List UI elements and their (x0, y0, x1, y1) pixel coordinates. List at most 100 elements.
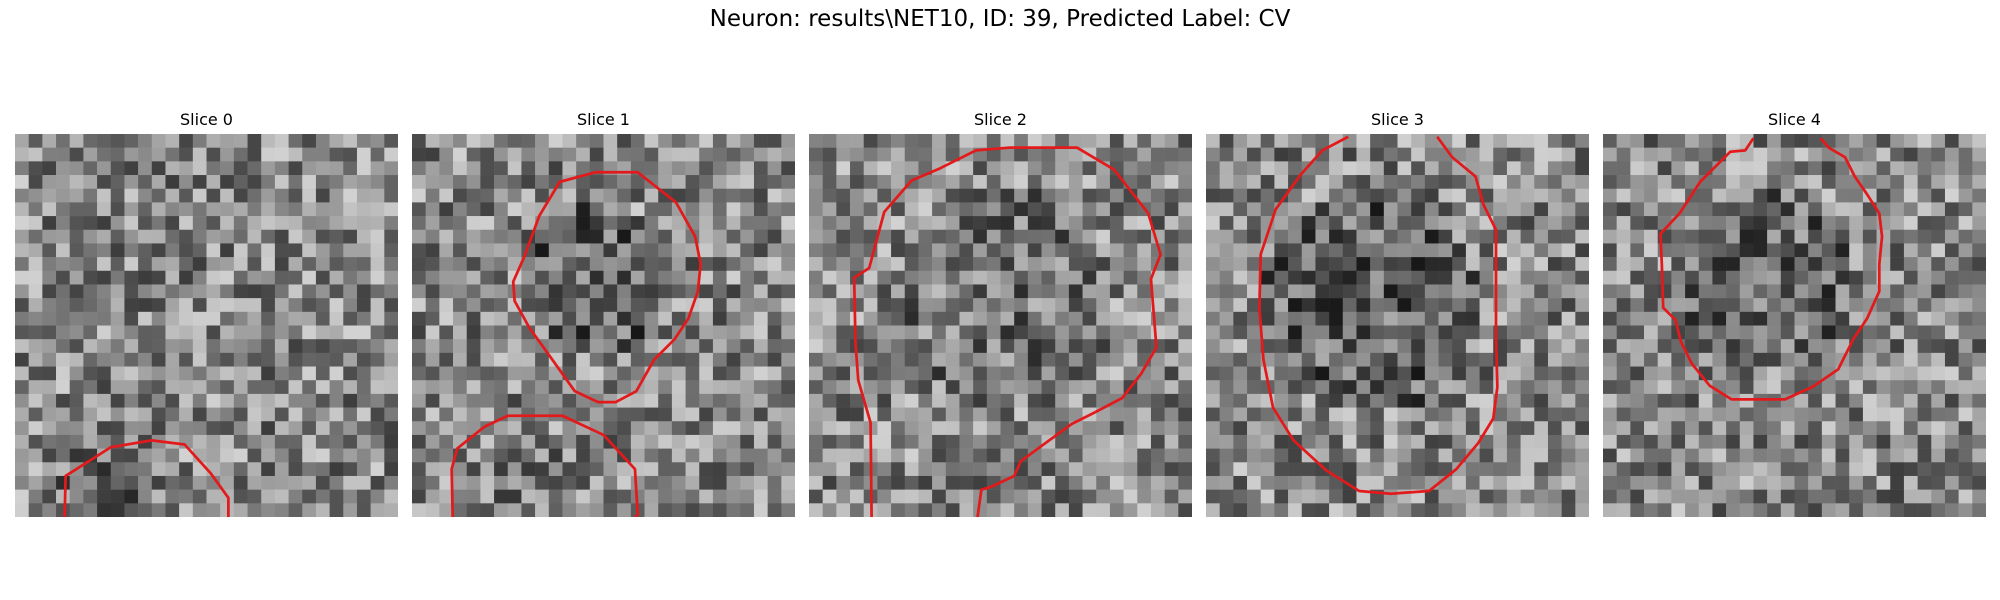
pixel (439, 475, 454, 490)
pixel (28, 175, 43, 189)
pixel (1233, 352, 1248, 367)
pixel (165, 407, 180, 422)
pixel (138, 325, 153, 340)
pixel (644, 325, 659, 340)
pixel (1452, 270, 1467, 285)
pixel (302, 421, 317, 436)
pixel (1712, 270, 1727, 285)
pixel (1137, 503, 1152, 517)
pixel (1342, 366, 1357, 381)
pixel (1767, 448, 1782, 463)
pixel (356, 243, 371, 258)
pixel (548, 243, 563, 258)
pixel (753, 311, 768, 326)
pixel (1206, 366, 1220, 381)
pixel (904, 257, 919, 272)
pixel (206, 243, 221, 258)
pixel (904, 161, 919, 176)
pixel (151, 339, 166, 354)
pixel (1657, 147, 1672, 162)
pixel (480, 216, 495, 231)
pixel (384, 134, 398, 148)
pixel (1082, 257, 1097, 272)
pixel (1849, 284, 1864, 299)
pixel (1082, 475, 1097, 490)
pixel (1137, 243, 1152, 258)
slice-title-2: Slice 2 (974, 110, 1027, 129)
pixel (644, 407, 659, 422)
pixel (630, 188, 645, 203)
pixel (1506, 188, 1521, 203)
pixel (1972, 175, 1986, 189)
pixel (1068, 339, 1083, 354)
pixel (850, 407, 864, 422)
pixel (1712, 216, 1727, 231)
pixel (1164, 298, 1179, 313)
pixel (1780, 161, 1795, 176)
pixel (1753, 503, 1768, 517)
pixel (1370, 434, 1385, 449)
pixel (1150, 270, 1165, 285)
pixel (986, 134, 1001, 148)
pixel (712, 407, 727, 422)
pixel (124, 175, 139, 189)
pixel (1315, 188, 1330, 203)
pixel (1794, 475, 1809, 490)
pixel (42, 284, 57, 299)
pixel (1082, 380, 1097, 395)
pixel (83, 393, 98, 408)
pixel (439, 421, 454, 436)
pixel (1247, 147, 1261, 162)
pixel (1520, 393, 1535, 408)
pixel (138, 339, 153, 354)
pixel (1671, 434, 1686, 449)
pixel (138, 503, 153, 517)
pixel (521, 175, 536, 189)
pixel (1931, 161, 1946, 176)
pixel (110, 202, 125, 217)
pixel (535, 462, 550, 477)
pixel (617, 243, 632, 258)
pixel (1767, 352, 1782, 367)
pixel (644, 161, 659, 176)
pixel (261, 229, 276, 244)
pixel (1630, 462, 1645, 477)
pixel (343, 475, 358, 490)
pixel (1000, 407, 1015, 422)
pixel (165, 475, 180, 490)
pixel (1712, 257, 1727, 272)
pixel (1944, 421, 1959, 436)
pixel (1041, 216, 1056, 231)
pixel (781, 243, 795, 258)
pixel (1808, 489, 1823, 504)
pixel (1479, 352, 1494, 367)
pixel (1808, 147, 1823, 162)
pixel (453, 298, 467, 313)
pixel (1561, 216, 1576, 231)
pixel (1397, 503, 1412, 517)
pixel (1794, 298, 1809, 313)
pixel (740, 243, 755, 258)
pixel (1835, 188, 1850, 203)
pixel (1862, 380, 1877, 395)
pixel (1780, 489, 1795, 504)
pixel (836, 366, 851, 381)
pixel (261, 298, 276, 313)
pixel (1247, 216, 1261, 231)
pixel (1534, 503, 1549, 517)
pixel (97, 407, 112, 422)
pixel (1082, 489, 1097, 504)
pixel (644, 448, 659, 463)
pixel (151, 270, 166, 285)
pixel (877, 434, 892, 449)
pixel (1616, 298, 1631, 313)
pixel (1698, 243, 1713, 258)
pixel (1890, 257, 1905, 272)
pixel (356, 270, 371, 285)
pixel (863, 393, 878, 408)
pixel (753, 462, 768, 477)
pixel (1247, 489, 1261, 504)
pixel (850, 175, 864, 189)
pixel (1123, 434, 1138, 449)
pixel (1178, 421, 1192, 436)
